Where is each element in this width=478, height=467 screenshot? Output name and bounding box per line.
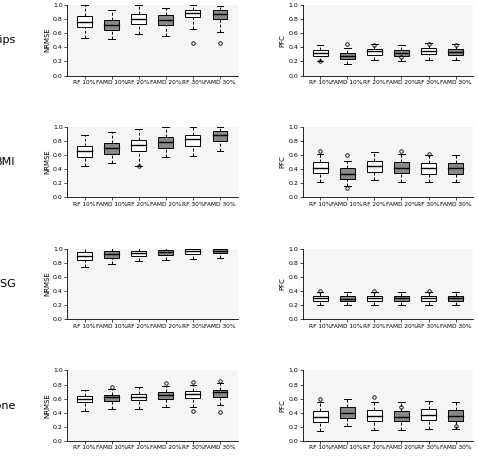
Bar: [448, 410, 463, 421]
Bar: [104, 251, 119, 258]
Bar: [313, 411, 327, 422]
Bar: [448, 163, 463, 174]
Bar: [185, 10, 200, 17]
Y-axis label: PFC: PFC: [280, 399, 286, 412]
Text: Ozone: Ozone: [0, 401, 16, 411]
Y-axis label: NRMSE: NRMSE: [44, 149, 50, 174]
Bar: [367, 296, 382, 301]
Bar: [77, 147, 92, 157]
Bar: [77, 16, 92, 28]
Text: BMI: BMI: [0, 157, 16, 167]
Y-axis label: PFC: PFC: [280, 277, 286, 290]
Bar: [213, 389, 228, 396]
Bar: [340, 169, 355, 179]
Bar: [185, 391, 200, 398]
Bar: [158, 250, 174, 255]
Bar: [367, 410, 382, 421]
Y-axis label: NRMSE: NRMSE: [44, 28, 50, 52]
Bar: [185, 249, 200, 254]
Y-axis label: NRMSE: NRMSE: [44, 394, 50, 418]
Bar: [313, 296, 327, 301]
Bar: [77, 396, 92, 403]
Bar: [421, 296, 436, 301]
Bar: [158, 15, 174, 25]
Bar: [340, 53, 355, 59]
Text: Tips: Tips: [0, 35, 16, 45]
Bar: [421, 163, 436, 174]
Bar: [131, 140, 146, 151]
Bar: [131, 14, 146, 24]
Bar: [313, 162, 327, 173]
Bar: [213, 131, 228, 141]
Bar: [104, 20, 119, 30]
Bar: [448, 296, 463, 301]
Bar: [421, 410, 436, 420]
Text: GBSG: GBSG: [0, 279, 16, 289]
Bar: [185, 135, 200, 146]
Bar: [77, 252, 92, 260]
Bar: [367, 49, 382, 55]
Bar: [394, 411, 409, 422]
Y-axis label: PFC: PFC: [280, 34, 286, 47]
Bar: [394, 162, 409, 173]
Bar: [421, 48, 436, 54]
Bar: [131, 251, 146, 256]
Bar: [394, 50, 409, 57]
Bar: [158, 137, 174, 148]
Bar: [340, 296, 355, 301]
Bar: [394, 296, 409, 301]
Bar: [158, 392, 174, 399]
Bar: [213, 10, 228, 19]
Bar: [367, 161, 382, 172]
Bar: [131, 394, 146, 400]
Bar: [213, 248, 228, 254]
Bar: [104, 143, 119, 154]
Y-axis label: PFC: PFC: [280, 156, 286, 169]
Bar: [448, 50, 463, 55]
Bar: [104, 395, 119, 401]
Y-axis label: NRMSE: NRMSE: [44, 272, 50, 297]
Bar: [313, 50, 327, 57]
Bar: [340, 407, 355, 418]
